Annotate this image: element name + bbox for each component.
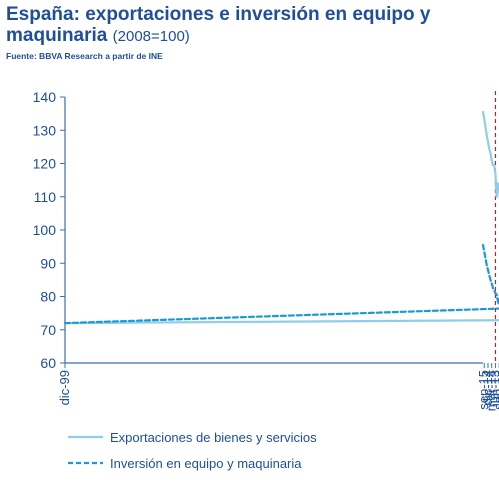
y-tick-label: 90 bbox=[40, 255, 56, 271]
y-tick-label: 130 bbox=[33, 122, 57, 138]
plot-area bbox=[63, 91, 499, 363]
chart-source: Fuente: BBVA Research a partir de INE bbox=[6, 51, 163, 61]
chart-title-text: España: exportaciones e inversión en equ… bbox=[6, 4, 431, 46]
legend: Exportaciones de bienes y servicios Inver… bbox=[68, 430, 317, 471]
chart-title: España: exportaciones e inversión en equ… bbox=[6, 4, 496, 47]
x-tick-label: dic-99 bbox=[57, 370, 72, 405]
series-line-investment bbox=[63, 243, 499, 325]
legend-label: Exportaciones de bienes y servicios bbox=[110, 430, 317, 445]
x-tick-label: jun-13 bbox=[487, 370, 499, 407]
x-tick-label: sep-12 bbox=[491, 370, 499, 410]
y-tick-label: 110 bbox=[34, 189, 57, 205]
y-tick-label: 70 bbox=[40, 322, 56, 338]
x-tick-label: dic-11 bbox=[495, 370, 499, 404]
y-tick-label: 140 bbox=[33, 89, 57, 105]
y-tick-label: 120 bbox=[33, 156, 57, 172]
y-axis: 60 70 80 90 100 110 120 130 140 bbox=[33, 89, 66, 371]
chart-unit: (2008=100) bbox=[112, 28, 190, 45]
x-tick-label: sep-15 bbox=[476, 370, 491, 410]
series-line-exports bbox=[63, 110, 499, 325]
y-tick-label: 60 bbox=[40, 355, 56, 371]
x-tick-label: dic-14 bbox=[480, 370, 495, 405]
x-tick-label: mar-14 bbox=[484, 370, 499, 411]
y-tick-label: 100 bbox=[33, 222, 57, 238]
x-axis: dic-99sep-00jun-01mar-02dic-02sep-03jun-… bbox=[57, 362, 499, 411]
y-tick-label: 80 bbox=[40, 289, 56, 305]
legend-label: Inversión en equipo y maquinaria bbox=[110, 456, 302, 471]
